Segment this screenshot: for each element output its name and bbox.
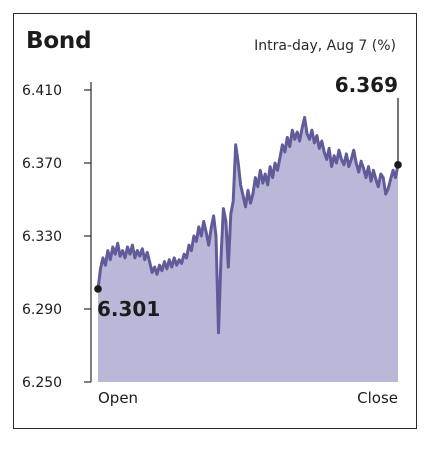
y-tick-label: 6.370 xyxy=(22,156,62,172)
close-point xyxy=(394,161,402,169)
x-tick-label-open: Open xyxy=(98,389,138,407)
x-tick-label-close: Close xyxy=(357,389,398,407)
y-tick-label: 6.410 xyxy=(22,83,62,99)
series-line xyxy=(96,115,400,335)
y-tick-label: 6.290 xyxy=(22,302,62,318)
open-value-label: 6.301 xyxy=(97,297,160,321)
y-tick-label: 6.330 xyxy=(22,229,62,245)
chart-title: Bond xyxy=(26,28,92,54)
area-fill xyxy=(98,117,398,383)
close-value-label: 6.369 xyxy=(335,73,398,97)
chart-subtitle: Intra-day, Aug 7 (%) xyxy=(254,38,396,54)
chart-panel: Bond Intra-day, Aug 7 (%) xyxy=(13,13,417,429)
open-point xyxy=(94,285,102,293)
y-tick-label: 6.250 xyxy=(22,375,62,391)
